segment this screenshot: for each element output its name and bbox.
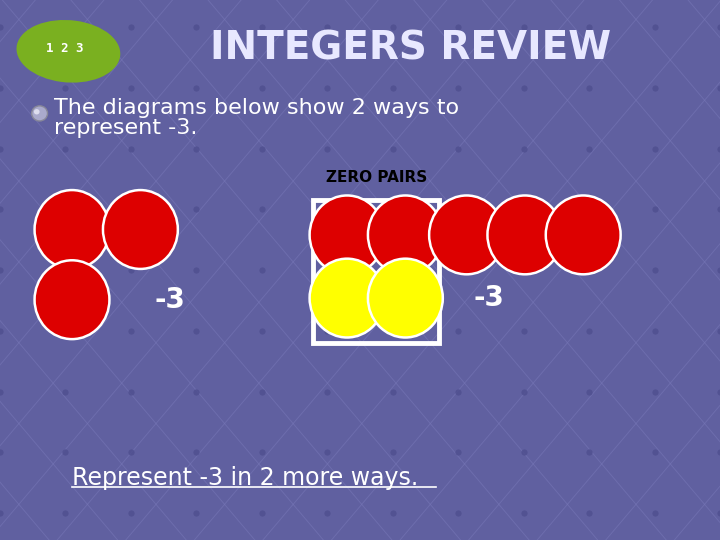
Ellipse shape bbox=[32, 106, 48, 121]
Ellipse shape bbox=[487, 195, 562, 274]
Ellipse shape bbox=[310, 259, 384, 338]
Text: The diagrams below show 2 ways to: The diagrams below show 2 ways to bbox=[54, 98, 459, 118]
Ellipse shape bbox=[546, 195, 621, 274]
Text: ZERO PAIRS: ZERO PAIRS bbox=[325, 170, 427, 185]
Ellipse shape bbox=[34, 109, 40, 114]
Ellipse shape bbox=[368, 195, 443, 274]
Ellipse shape bbox=[17, 20, 120, 83]
Text: 1 2 3: 1 2 3 bbox=[46, 42, 84, 55]
Text: INTEGERS REVIEW: INTEGERS REVIEW bbox=[210, 30, 611, 68]
Text: -3: -3 bbox=[155, 286, 186, 314]
Ellipse shape bbox=[429, 195, 504, 274]
Ellipse shape bbox=[35, 260, 109, 339]
Ellipse shape bbox=[35, 190, 109, 269]
Text: Represent -3 in 2 more ways.: Represent -3 in 2 more ways. bbox=[72, 466, 418, 490]
Ellipse shape bbox=[368, 259, 443, 338]
Text: -3: -3 bbox=[474, 284, 505, 312]
Text: represent -3.: represent -3. bbox=[54, 118, 197, 138]
Bar bbox=[313, 200, 439, 343]
Ellipse shape bbox=[103, 190, 178, 269]
Ellipse shape bbox=[310, 195, 384, 274]
